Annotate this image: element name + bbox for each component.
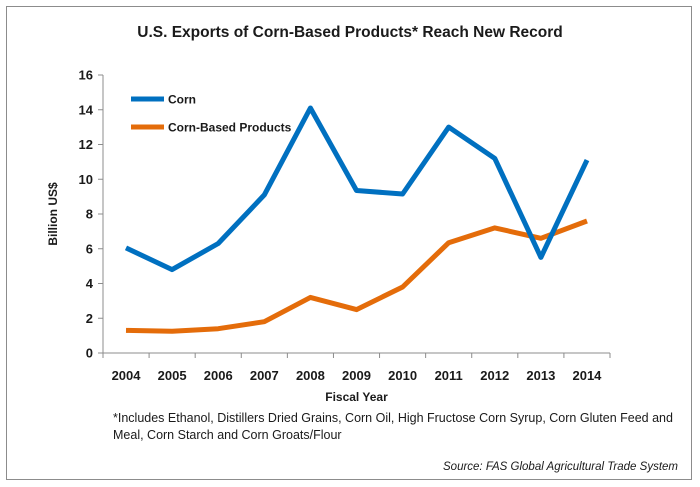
x-axis-title: Fiscal Year xyxy=(325,390,388,404)
chart-frame xyxy=(6,6,692,480)
series-lines xyxy=(124,105,590,334)
x-tick-label: 2005 xyxy=(158,368,187,383)
series-line-corn xyxy=(124,105,590,273)
legend-label: Corn xyxy=(168,93,196,107)
x-tick-label: 2014 xyxy=(572,368,602,383)
y-tick-label: 4 xyxy=(86,276,94,291)
x-tick-label: 2008 xyxy=(296,368,325,383)
y-tick-label: 6 xyxy=(86,241,93,256)
source-note: Source: FAS Global Agricultural Trade Sy… xyxy=(443,461,678,473)
y-tick-label: 2 xyxy=(86,311,93,326)
x-tick-label: 2011 xyxy=(435,368,463,383)
y-tick-label: 12 xyxy=(79,137,93,152)
chart-title: U.S. Exports of Corn-Based Products* Rea… xyxy=(137,24,563,41)
y-tick-label: 0 xyxy=(86,346,93,361)
footnote: *Includes Ethanol, Distillers Dried Grai… xyxy=(113,411,673,442)
x-tick-label: 2009 xyxy=(342,368,371,383)
legend-label: Corn-Based Products xyxy=(168,121,292,135)
legend: Corn Corn-Based Products xyxy=(131,93,292,135)
x-tick-label: 2010 xyxy=(388,368,417,383)
x-tick-label: 2006 xyxy=(204,368,233,383)
series-line-corn-based-products xyxy=(125,218,588,334)
x-tick-label: 2012 xyxy=(480,368,509,383)
y-tick-label: 10 xyxy=(79,172,93,187)
x-tick-labels: 2004 2005 2006 2007 2008 2009 2010 2011 2012 2013… xyxy=(102,353,611,383)
y-tick-label: 16 xyxy=(79,68,93,83)
y-axis-title: Billion US$ xyxy=(46,182,60,246)
x-tick-label: 2004 xyxy=(112,368,142,383)
y-tick-label: 14 xyxy=(79,102,94,117)
y-tick-labels: 0 2 4 6 8 10 12 14 16 xyxy=(79,68,103,361)
x-tick-label: 2007 xyxy=(250,368,279,383)
x-tick-label: 2013 xyxy=(526,368,555,383)
y-tick-label: 8 xyxy=(86,207,93,222)
